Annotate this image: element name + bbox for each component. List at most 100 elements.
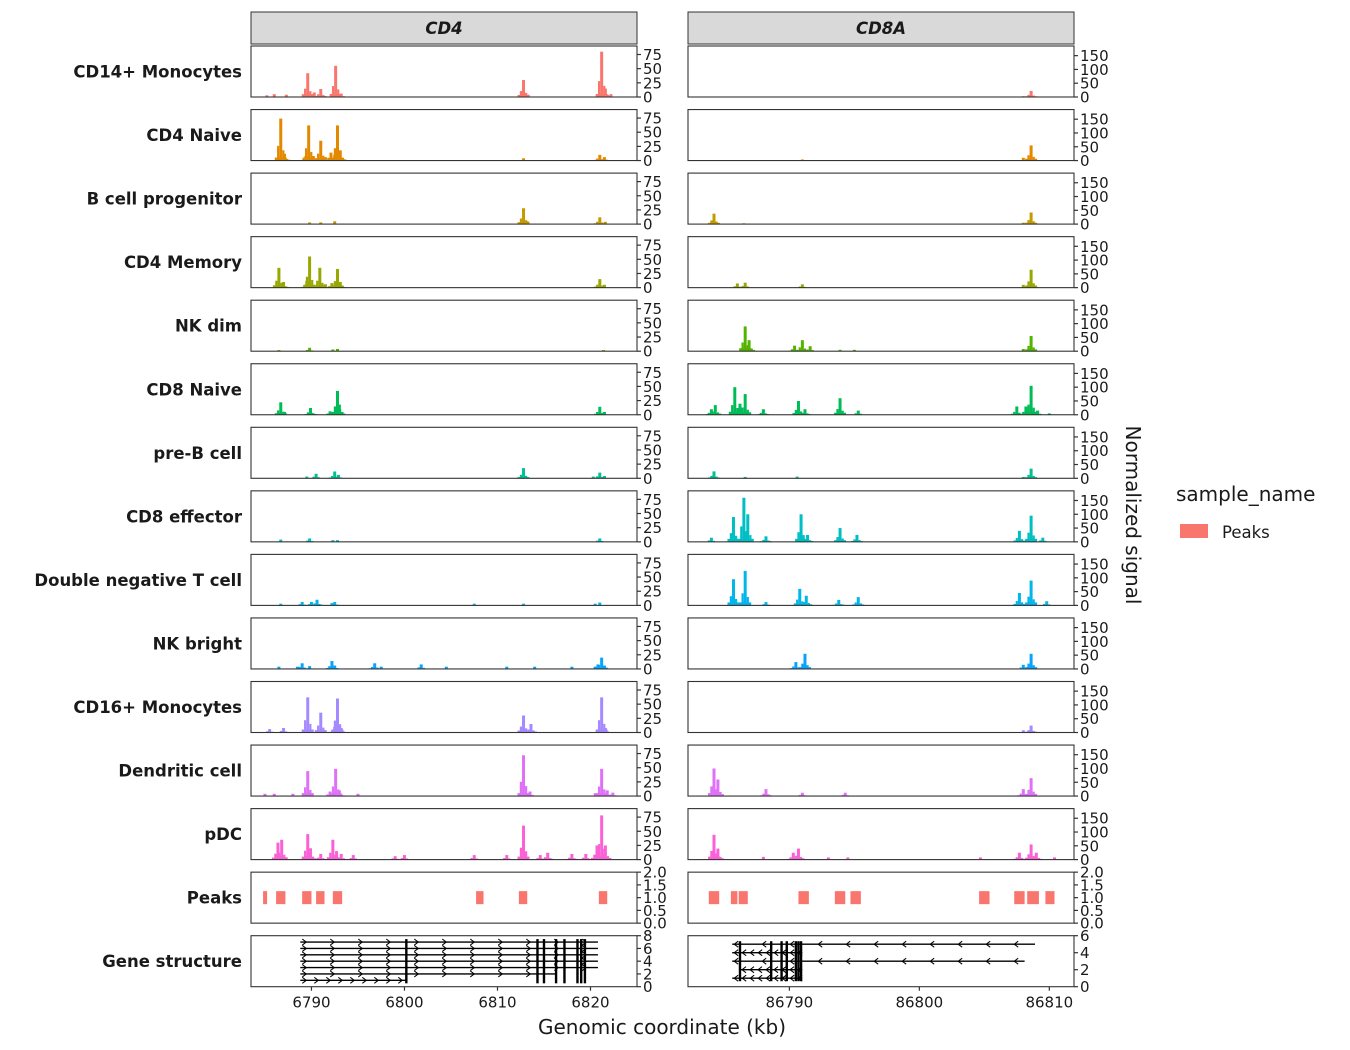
signal-bar bbox=[599, 857, 612, 860]
y-tick-label-peaks: 2.0 bbox=[1080, 864, 1104, 882]
strand-arrow bbox=[773, 966, 779, 974]
strand-arrow bbox=[413, 938, 420, 946]
signal-bar bbox=[307, 125, 311, 161]
strand-arrow bbox=[397, 976, 404, 984]
strand-arrow bbox=[469, 951, 476, 959]
signal-bar bbox=[329, 152, 333, 161]
exon-block bbox=[769, 941, 773, 982]
strand-arrow bbox=[357, 970, 364, 978]
strand-arrow bbox=[357, 957, 364, 965]
y-tick-label-gene-structure: 0 bbox=[1080, 978, 1090, 996]
signal-bar bbox=[333, 602, 337, 606]
signal-bar bbox=[522, 603, 526, 606]
panel-border bbox=[687, 236, 1075, 289]
signal-bar bbox=[1043, 603, 1046, 606]
signal-bar bbox=[305, 350, 309, 352]
strand-arrow bbox=[525, 951, 532, 959]
signal-bar bbox=[1032, 535, 1035, 542]
signal-bar bbox=[1029, 580, 1033, 606]
signal-bar bbox=[323, 284, 327, 288]
signal-bar bbox=[268, 729, 272, 733]
signal-bar bbox=[711, 794, 724, 797]
signal-bar bbox=[310, 95, 313, 97]
y-tick-label-signal: 0 bbox=[1080, 724, 1090, 742]
y-tick-label-signal: 0 bbox=[1080, 279, 1090, 297]
strand-arrow bbox=[337, 976, 344, 984]
signal-bar bbox=[298, 604, 301, 606]
signal-bar bbox=[319, 712, 323, 733]
signal-bar bbox=[741, 538, 754, 542]
strand-arrow bbox=[957, 940, 963, 948]
signal-bar bbox=[340, 412, 344, 415]
signal-bar bbox=[1021, 730, 1025, 733]
legend-label-peaks: Peaks bbox=[1222, 523, 1270, 542]
signal-bar bbox=[475, 858, 478, 860]
strand-arrow bbox=[469, 938, 476, 946]
signal-bar bbox=[570, 666, 574, 669]
y-tick-label-signal: 50 bbox=[1080, 138, 1099, 156]
signal-bar bbox=[795, 538, 808, 542]
signal-bar bbox=[309, 407, 313, 415]
signal-bar bbox=[593, 854, 596, 860]
panel-border bbox=[687, 617, 1075, 670]
signal-bar bbox=[303, 284, 316, 288]
signal-bar bbox=[277, 350, 281, 352]
y-tick-label-signal: 0 bbox=[1080, 597, 1090, 615]
exon-block bbox=[405, 939, 408, 984]
y-tick-label-signal: 50 bbox=[1080, 456, 1099, 474]
signal-bar bbox=[746, 596, 749, 606]
signal-bar bbox=[335, 794, 338, 797]
strand-arrow bbox=[773, 974, 779, 982]
y-tick-label-peaks: 1.5 bbox=[643, 876, 667, 894]
x-axis-title: Genomic coordinate (kb) bbox=[538, 1015, 786, 1039]
y-tick-label-signal: 0 bbox=[1080, 343, 1090, 361]
signal-bar bbox=[595, 793, 608, 797]
signal-bar bbox=[354, 858, 358, 860]
y-tick-label-signal: 75 bbox=[643, 809, 662, 827]
y-tick-label-signal: 50 bbox=[643, 505, 662, 523]
strand-arrow bbox=[985, 957, 991, 965]
strand-arrow bbox=[581, 951, 588, 959]
signal-bar bbox=[835, 603, 838, 606]
strip-label-cd4: CD4 bbox=[425, 19, 462, 38]
signal-bar bbox=[298, 666, 301, 669]
signal-bar bbox=[858, 540, 861, 542]
signal-bar bbox=[596, 476, 599, 479]
signal-bar bbox=[746, 409, 749, 415]
signal-bar bbox=[314, 158, 327, 161]
signal-bar bbox=[277, 145, 280, 161]
signal-bar bbox=[811, 349, 814, 352]
panel-border bbox=[687, 45, 1075, 98]
strand-arrow bbox=[749, 949, 755, 957]
y-tick-label-signal: 75 bbox=[643, 46, 662, 64]
row-label-b-cell-progenitor: B cell progenitor bbox=[87, 190, 243, 209]
strand-arrow bbox=[581, 938, 588, 946]
signal-bar bbox=[321, 286, 324, 288]
signal-bar bbox=[807, 603, 810, 606]
signal-bar bbox=[710, 475, 713, 479]
peak-region bbox=[738, 891, 748, 905]
strip-label-cd8a: CD8A bbox=[856, 19, 906, 38]
signal-bar bbox=[741, 342, 744, 352]
signal-bar bbox=[283, 854, 286, 860]
signal-bar bbox=[1032, 407, 1035, 415]
strand-arrow bbox=[325, 976, 332, 984]
signal-bar bbox=[1025, 857, 1038, 860]
signal-bar bbox=[856, 597, 860, 606]
panel-border bbox=[250, 363, 638, 416]
signal-bar bbox=[1021, 284, 1025, 288]
strand-arrow bbox=[497, 945, 504, 952]
y-tick-label-gene-structure: 4 bbox=[1080, 944, 1090, 962]
signal-bar bbox=[282, 411, 286, 415]
signal-bar bbox=[301, 729, 314, 733]
signal-bar bbox=[339, 853, 343, 860]
strand-arrow bbox=[749, 974, 755, 982]
signal-bar bbox=[594, 667, 597, 669]
signal-bar bbox=[741, 593, 744, 606]
y-tick-label-peaks: 1.5 bbox=[1080, 876, 1104, 894]
signal-bar bbox=[279, 285, 283, 288]
row-label-cd8-effector: CD8 effector bbox=[126, 507, 243, 526]
signal-bar bbox=[277, 666, 281, 669]
